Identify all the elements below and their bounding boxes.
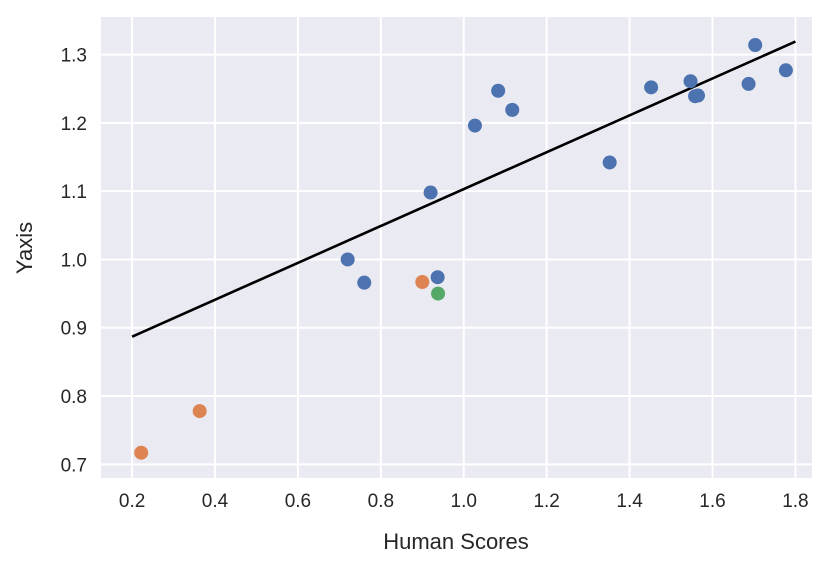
x-tick-label: 1.8 bbox=[782, 491, 808, 512]
data-points bbox=[134, 38, 793, 460]
x-tick-label: 1.6 bbox=[699, 491, 725, 512]
data-point-series-1 bbox=[690, 88, 705, 103]
data-point-series-1 bbox=[741, 76, 756, 91]
data-point-series-1 bbox=[491, 83, 506, 98]
data-point-series-1 bbox=[340, 252, 355, 267]
data-point-series-1 bbox=[778, 63, 793, 78]
x-axis-title: Human Scores bbox=[383, 529, 529, 554]
y-axis-ticks: 0.7 0.8 0.9 1.0 1.1 1.2 1.3 bbox=[61, 46, 87, 477]
plot-background bbox=[101, 17, 812, 478]
data-point-series-1 bbox=[423, 185, 438, 200]
y-tick-label: 1.3 bbox=[61, 46, 87, 67]
x-tick-label: 1.0 bbox=[451, 491, 477, 512]
data-point-series-3 bbox=[431, 286, 446, 301]
x-axis-ticks: 0.2 0.4 0.6 0.8 1.0 1.2 1.4 1.6 1.8 bbox=[119, 491, 809, 512]
y-tick-label: 1.0 bbox=[61, 250, 87, 271]
x-tick-label: 0.4 bbox=[202, 491, 229, 512]
y-axis-title: Yaxis bbox=[12, 222, 37, 274]
y-tick-label: 0.8 bbox=[61, 387, 87, 408]
x-tick-label: 1.2 bbox=[533, 491, 559, 512]
x-tick-label: 0.2 bbox=[119, 491, 145, 512]
fit-line-group bbox=[131, 40, 796, 338]
x-tick-label: 0.6 bbox=[285, 491, 311, 512]
fit-line bbox=[131, 40, 796, 338]
data-point-series-2 bbox=[134, 445, 149, 460]
data-point-series-1 bbox=[505, 102, 520, 117]
data-point-series-1 bbox=[602, 155, 617, 170]
y-tick-label: 0.7 bbox=[61, 455, 87, 476]
x-tick-label: 0.8 bbox=[368, 491, 394, 512]
data-point-series-1 bbox=[357, 275, 372, 290]
data-point-series-2 bbox=[192, 404, 207, 419]
data-point-series-1 bbox=[644, 80, 659, 95]
y-tick-label: 1.1 bbox=[61, 182, 87, 203]
data-point-series-1 bbox=[748, 38, 763, 53]
y-tick-label: 0.9 bbox=[61, 319, 87, 340]
data-point-series-1 bbox=[430, 270, 445, 285]
x-tick-label: 1.4 bbox=[616, 491, 643, 512]
data-point-series-2 bbox=[415, 274, 430, 289]
y-tick-label: 1.2 bbox=[61, 114, 87, 135]
data-point-series-1 bbox=[467, 118, 482, 133]
data-point-series-1 bbox=[683, 74, 698, 89]
